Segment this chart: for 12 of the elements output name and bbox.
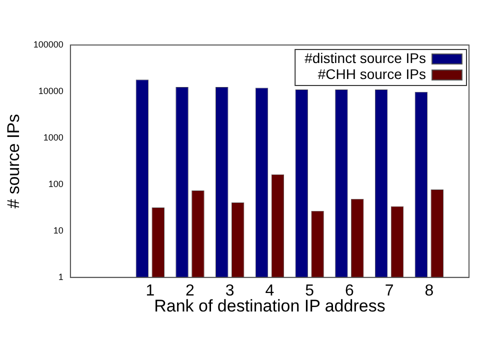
x-tick-label: 8 <box>424 282 434 300</box>
y-tick-label: 10 <box>53 225 64 236</box>
y-tick-label: 1000 <box>43 132 64 142</box>
x-tick-label: 7 <box>384 282 394 300</box>
y-tick-label: 100 <box>48 178 64 189</box>
y-tick-label: 10000 <box>38 86 64 96</box>
legend-label: #CHH source IPs <box>318 66 426 82</box>
x-tick-label: 1 <box>146 282 155 300</box>
y-tick-label: 100000 <box>33 39 64 50</box>
y-tick-label: 1 <box>58 272 64 282</box>
y-axis-title: # source IPs <box>4 114 23 208</box>
legend-label: #distinct source IPs <box>304 50 426 66</box>
